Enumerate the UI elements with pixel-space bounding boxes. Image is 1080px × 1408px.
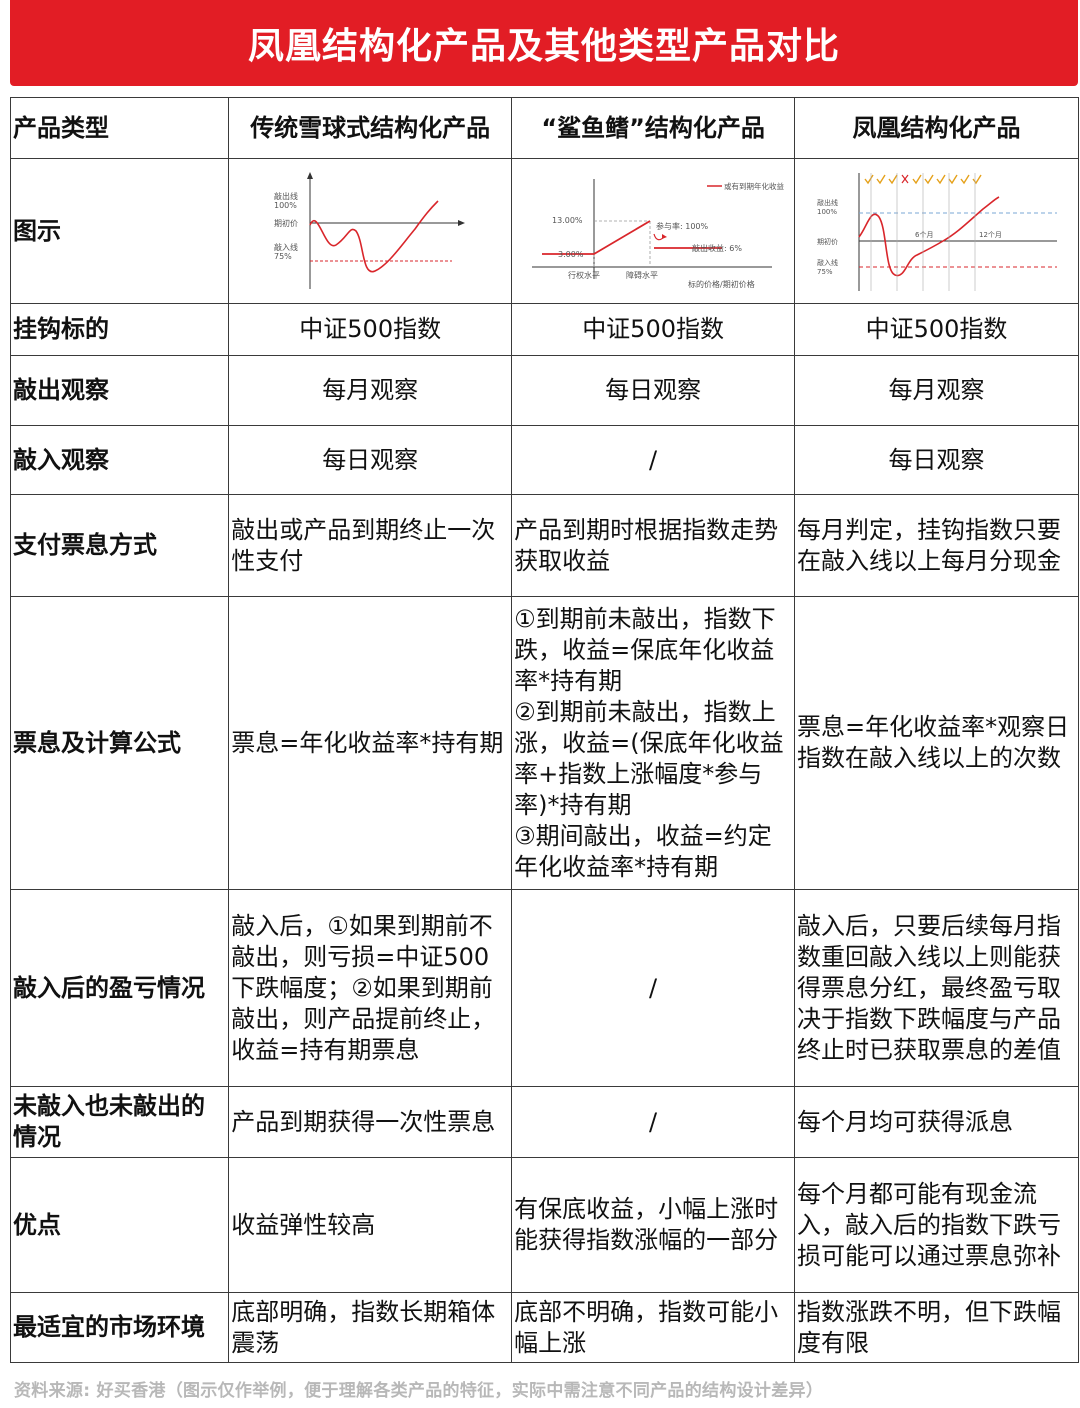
phoenix-12m: 12个月 — [979, 231, 1002, 239]
shark-xlabel: 标的价格/期初价格 — [688, 279, 755, 289]
cell-snowball: 敲入后，①如果到期前不敲出，则亏损=中证500下跌幅度；②如果到期前敲出，则产品… — [228, 889, 513, 1087]
shark-diagram-cell: 或有到期年化收益率 13.00% 3.00% 参与率: 100% 敲出收益: 6… — [511, 158, 796, 304]
cell-snowball: 底部明确，指数长期箱体震荡 — [228, 1292, 513, 1363]
header-snowball: 传统雪球式结构化产品 — [228, 97, 513, 159]
cell-phoenix: 每个月均可获得派息 — [794, 1086, 1079, 1158]
snowball-init-label: 期初价 — [274, 218, 298, 228]
cell-shark-fin: 有保底收益，小幅上涨时能获得指数涨幅的一部分 — [511, 1157, 796, 1293]
cell-phoenix: 中证500指数 — [794, 303, 1079, 356]
cell-snowball: 中证500指数 — [228, 303, 513, 356]
header-row: 产品类型 传统雪球式结构化产品 “鲨鱼鳍”结构化产品 凤凰结构化产品 — [9, 97, 1079, 159]
row-underlying: 挂钩标的 中证500指数 中证500指数 中证500指数 — [9, 303, 1079, 356]
cell-phoenix: 每日观察 — [794, 425, 1079, 495]
shark-strike: 行权水平 — [568, 270, 600, 280]
row-neither: 未敲入也未敲出的情况 产品到期获得一次性票息 / 每个月均可获得派息 — [9, 1086, 1079, 1158]
row-label: 优点 — [9, 1157, 230, 1293]
cell-phoenix: 票息=年化收益率*观察日指数在敲入线以上的次数 — [794, 596, 1079, 890]
cell-phoenix: 每个月都可能有现金流入，敲入后的指数下跌亏损可能可以通过票息弥补 — [794, 1157, 1079, 1293]
snowball-diagram: 敲出线 100% 期初价 敲入线 75% — [274, 172, 466, 289]
cell-shark-fin: 每日观察 — [511, 355, 796, 426]
shark-barrier: 障碍水平 — [626, 270, 658, 280]
phoenix-diagram: 敲出线 100% 期初价 敲入线 75% 6个月 12个月 — [817, 173, 1057, 291]
comparison-table: 产品类型 传统雪球式结构化产品 “鲨鱼鳍”结构化产品 凤凰结构化产品 图示 敲出… — [9, 97, 1079, 1363]
cell-snowball: 每日观察 — [228, 425, 513, 495]
source-footnote: 资料来源: 好买香港（图示仅作举例，便于理解各类产品的特征，实际中需注意不同产品… — [14, 1381, 824, 1401]
phoenix-6m: 6个月 — [915, 231, 933, 239]
snowball-ko-pct: 100% — [274, 201, 297, 210]
row-advantage: 优点 收益弹性较高 有保底收益，小幅上涨时能获得指数涨幅的一部分 每个月都可能有… — [9, 1157, 1079, 1293]
cell-phoenix: 每月判定，挂钩指数只要在敲入线以上每月分现金 — [794, 494, 1079, 597]
cell-phoenix: 指数涨跌不明，但下跌幅度有限 — [794, 1292, 1079, 1363]
cell-phoenix: 每月观察 — [794, 355, 1079, 426]
shark-low: 3.00% — [558, 250, 584, 259]
row-knockout: 敲出观察 每月观察 每日观察 每月观察 — [9, 355, 1079, 426]
cell-snowball: 敲出或产品到期终止一次性支付 — [228, 494, 513, 597]
shark-legend: 或有到期年化收益率 — [724, 181, 784, 191]
cell-snowball: 收益弹性较高 — [228, 1157, 513, 1293]
row-label: 敲出观察 — [9, 355, 230, 426]
page-title: 凤凰结构化产品及其他类型产品对比 — [10, 0, 1078, 86]
shark-participation: 参与率: 100% — [656, 221, 709, 231]
row-label: 图示 — [9, 158, 230, 304]
row-label: 敲入后的盈亏情况 — [9, 889, 230, 1087]
row-diagram: 图示 敲出线 100% 期初价 敲入线 75% 或有到期年化收益率 — [9, 158, 1079, 304]
row-payment: 支付票息方式 敲出或产品到期终止一次性支付 产品到期时根据指数走势获取收益 每月… — [9, 494, 1079, 597]
cell-shark-fin: / — [511, 889, 796, 1087]
snowball-ki-label: 敲入线 — [274, 242, 298, 252]
row-label: 最适宜的市场环境 — [9, 1292, 230, 1363]
cell-shark-fin: 中证500指数 — [511, 303, 796, 356]
row-label: 支付票息方式 — [9, 494, 230, 597]
row-label: 挂钩标的 — [9, 303, 230, 356]
cell-shark-fin: 产品到期时根据指数走势获取收益 — [511, 494, 796, 597]
header-shark-fin: “鲨鱼鳍”结构化产品 — [511, 97, 796, 159]
row-after-knockin: 敲入后的盈亏情况 敲入后，①如果到期前不敲出，则亏损=中证500下跌幅度；②如果… — [9, 889, 1079, 1087]
shark-fin-diagram: 或有到期年化收益率 13.00% 3.00% 参与率: 100% 敲出收益: 6… — [532, 179, 784, 289]
cell-snowball: 每月观察 — [228, 355, 513, 426]
cell-shark-fin: ①到期前未敲出，指数下跌，收益=保底年化收益率*持有期 ②到期前未敲出，指数上涨… — [511, 596, 796, 890]
shark-high: 13.00% — [552, 216, 583, 225]
phoenix-ki-pct: 75% — [817, 268, 833, 276]
cell-snowball: 票息=年化收益率*持有期 — [228, 596, 513, 890]
cell-shark-fin: / — [511, 425, 796, 495]
shark-ko-yield: 敲出收益: 6% — [692, 243, 742, 253]
row-label: 票息及计算公式 — [9, 596, 230, 890]
snowball-ki-pct: 75% — [274, 252, 292, 261]
phoenix-diagram-cell: 敲出线 100% 期初价 敲入线 75% 6个月 12个月 — [794, 158, 1079, 304]
row-label: 敲入观察 — [9, 425, 230, 495]
header-phoenix: 凤凰结构化产品 — [794, 97, 1079, 159]
phoenix-ki-label: 敲入线 — [817, 258, 838, 267]
cell-shark-fin: / — [511, 1086, 796, 1158]
phoenix-ko-label: 敲出线 — [817, 198, 838, 207]
snowball-ko-label: 敲出线 — [274, 191, 298, 201]
cell-phoenix: 敲入后，只要后续每月指数重回敲入线以上则能获得票息分红，最终盈亏取决于指数下跌幅… — [794, 889, 1079, 1087]
cell-shark-fin: 底部不明确，指数可能小幅上涨 — [511, 1292, 796, 1363]
header-product-type: 产品类型 — [9, 97, 230, 159]
row-knockin: 敲入观察 每日观察 / 每日观察 — [9, 425, 1079, 495]
snowball-diagram-cell: 敲出线 100% 期初价 敲入线 75% — [228, 158, 513, 304]
phoenix-ko-pct: 100% — [817, 208, 837, 216]
cell-snowball: 产品到期获得一次性票息 — [228, 1086, 513, 1158]
row-formula: 票息及计算公式 票息=年化收益率*持有期 ①到期前未敲出，指数下跌，收益=保底年… — [9, 596, 1079, 890]
row-label: 未敲入也未敲出的情况 — [9, 1086, 230, 1158]
phoenix-init-label: 期初价 — [817, 237, 838, 246]
row-market: 最适宜的市场环境 底部明确，指数长期箱体震荡 底部不明确，指数可能小幅上涨 指数… — [9, 1292, 1079, 1363]
